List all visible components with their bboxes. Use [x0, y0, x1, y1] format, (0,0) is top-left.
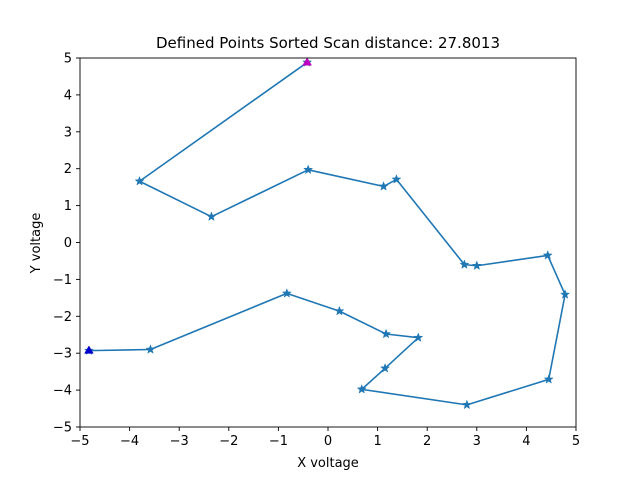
data-point: [334, 305, 345, 316]
data-point: [543, 374, 554, 384]
y-tick-label: 2: [64, 162, 72, 177]
y-tick-label: −3: [53, 347, 72, 362]
x-axis-label: X voltage: [297, 456, 359, 471]
x-tick-label: 1: [373, 434, 381, 449]
plot-frame: [79, 57, 577, 428]
y-axis-label: Y voltage: [29, 213, 44, 275]
data-point: [560, 289, 571, 299]
data-point: [356, 384, 367, 394]
x-tick-label: −1: [269, 434, 288, 449]
data-point: [471, 260, 482, 271]
chart-title: Defined Points Sorted Scan distance: 27.…: [156, 34, 500, 52]
y-tick-label: 0: [64, 236, 72, 251]
y-tick-label: −5: [53, 421, 72, 436]
x-tick-label: −5: [70, 434, 89, 449]
data-point: [378, 181, 389, 191]
x-tick-label: 0: [324, 434, 332, 449]
y-tick-label: 5: [64, 52, 72, 67]
data-point: [303, 164, 314, 175]
x-tick-label: 5: [572, 434, 580, 449]
data-point: [542, 250, 553, 260]
data-point: [145, 344, 156, 354]
x-tick-label: −2: [219, 434, 238, 449]
y-tick-label: −1: [53, 273, 72, 288]
start-marker: [302, 57, 312, 66]
y-tick-label: −2: [53, 310, 72, 325]
data-point: [461, 399, 472, 410]
data-point: [380, 328, 392, 339]
x-tick-label: 2: [423, 434, 431, 449]
data-point: [206, 211, 217, 221]
y-tick-label: 1: [64, 199, 72, 214]
x-tick-label: 3: [473, 434, 481, 449]
data-point: [391, 174, 402, 184]
data-point: [281, 288, 292, 298]
y-tick-label: 3: [64, 125, 72, 140]
data-point: [413, 332, 424, 342]
y-tick-label: 4: [64, 88, 72, 103]
x-tick-label: −4: [120, 434, 139, 449]
data-point: [379, 363, 391, 373]
plot-area: −5 −4 −3 −2 −1 0 1 2 3 4 5 −5 −4 −3 −2 −1 0 1 2 3 4 5: [53, 52, 580, 450]
y-tick-label: −4: [53, 384, 72, 399]
x-tick-label: −3: [170, 434, 189, 449]
x-tick-label: 4: [522, 434, 530, 449]
data-point: [134, 175, 145, 186]
series-line: [88, 61, 566, 406]
end-marker: [84, 345, 94, 354]
data-point: [459, 259, 470, 269]
